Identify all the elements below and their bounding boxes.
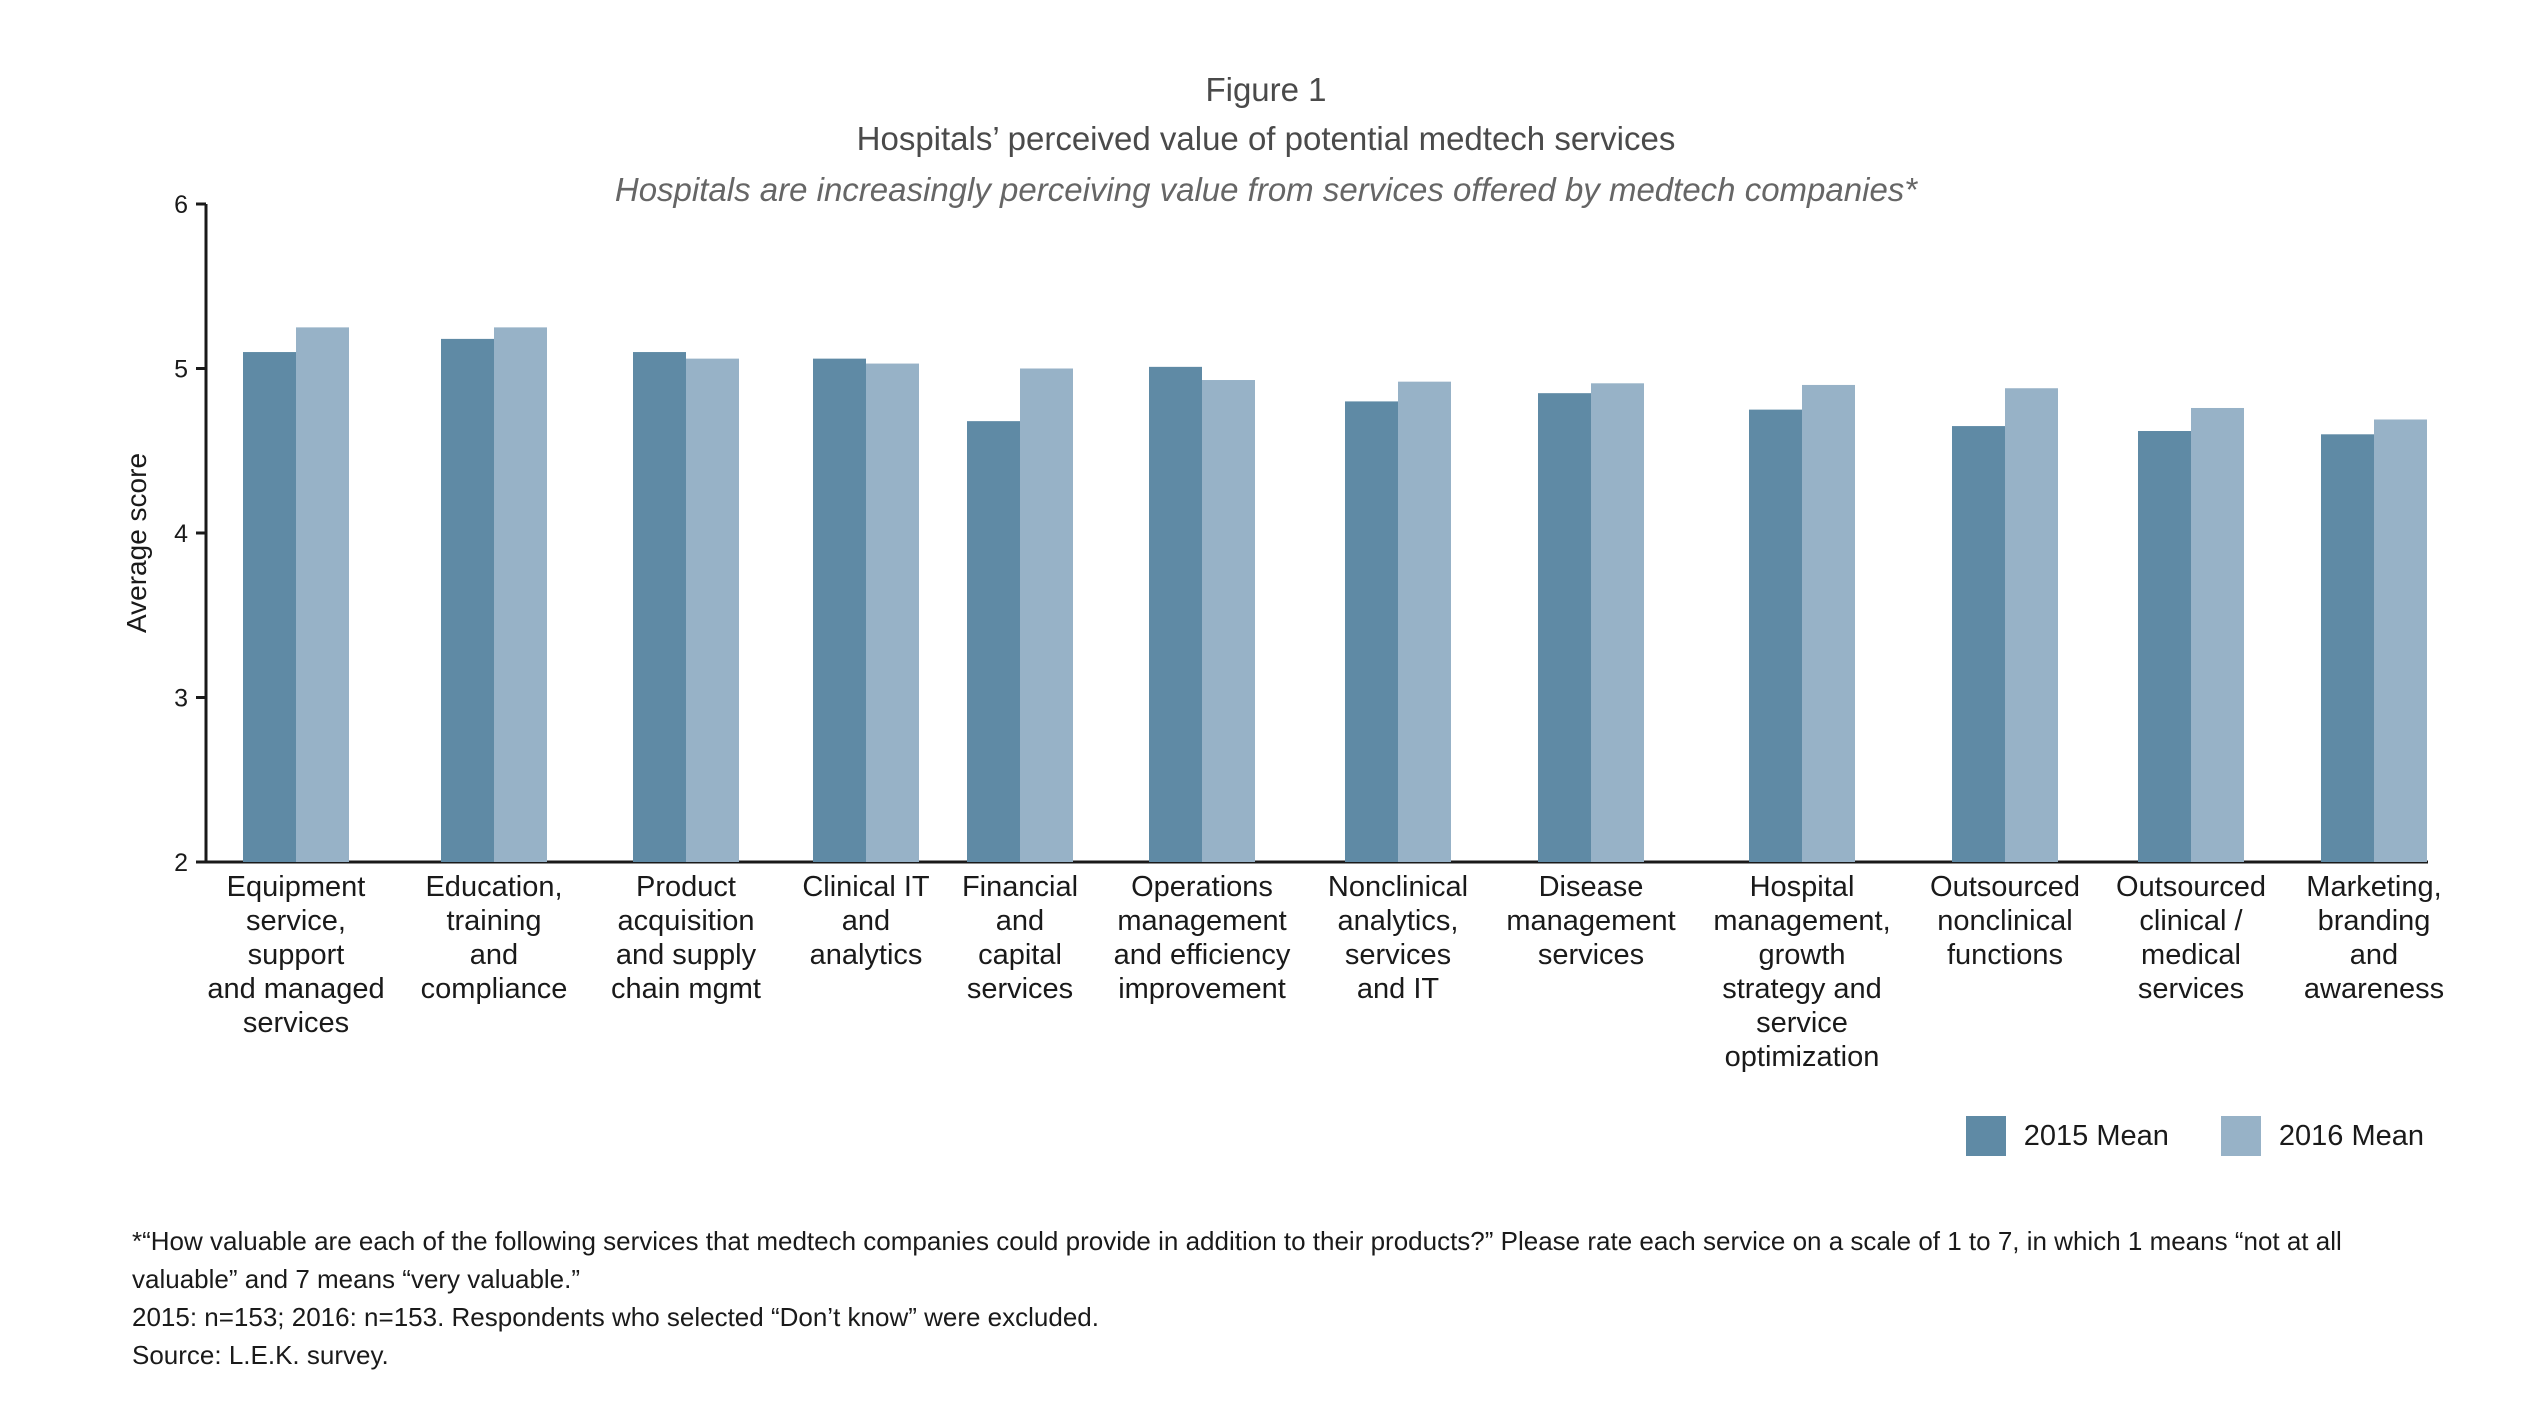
x-category-label: Hospital management, growth strategy and ser… [1713, 871, 1890, 1073]
x-category-label: Clinical IT and analytics [802, 871, 930, 971]
figure-label: Figure 1 [1205, 71, 1327, 108]
bar-2015-5 [967, 421, 1020, 862]
footnote-question: *“How valuable are each of the following… [132, 1226, 2342, 1294]
legend-label-2015: 2015 Mean [2023, 1119, 2169, 1152]
y-tick-label: 6 [174, 191, 188, 219]
footnotes: *“How valuable are each of the following… [132, 1222, 2432, 1374]
legend-label-2016: 2016 Mean [2278, 1119, 2424, 1152]
bar-2015-8 [1538, 393, 1591, 862]
y-axis-title: Average score [121, 453, 152, 633]
bar-2016-6 [1202, 380, 1255, 862]
bar-2016-4 [866, 363, 919, 862]
bar-2015-6 [1149, 366, 1202, 862]
chart-subtitle: Hospitals are increasingly perceiving va… [614, 171, 1918, 208]
bar-2015-1 [243, 352, 296, 862]
bar-2016-10 [2005, 388, 2058, 862]
bar-2015-7 [1345, 401, 1398, 862]
legend-swatch-2016 [2220, 1116, 2261, 1156]
x-category-label: Equipment service, support and managed servi… [207, 871, 384, 1039]
x-category-label: Outsourced clinical / medical services [2116, 871, 2266, 1005]
bar-2015-3 [633, 352, 686, 862]
legend-item-2015: 2015 Mean [1965, 1116, 2169, 1156]
bar-2016-7 [1398, 381, 1451, 862]
y-tick-label: 2 [174, 849, 188, 877]
bar-2016-5 [1020, 368, 1073, 862]
legend-item-2016: 2016 Mean [2220, 1116, 2424, 1156]
bar-2016-9 [1802, 384, 1855, 862]
chart-title: Hospitals’ perceived value of potential … [856, 120, 1676, 157]
x-category-label: Education, training and compliance [421, 871, 568, 1005]
x-category-label: Disease management services [1506, 871, 1675, 971]
bar-2015-11 [2138, 431, 2191, 862]
bar-2015-10 [1952, 426, 2005, 862]
bar-2015-2 [441, 338, 494, 862]
bar-2016-11 [2191, 407, 2244, 862]
x-category-label: Marketing, branding and awareness [2304, 871, 2444, 1005]
y-tick-label: 4 [174, 520, 188, 548]
legend-swatch-2015 [1965, 1116, 2006, 1156]
x-category-label: Nonclinical analytics, services and IT [1328, 871, 1468, 1005]
x-category-label: Product acquisition and supply chain mgmt [611, 871, 761, 1005]
bar-2016-12 [2374, 419, 2427, 862]
y-tick-label: 3 [174, 685, 188, 713]
x-category-label: Operations management and efficiency improv… [1114, 871, 1291, 1005]
bar-2016-8 [1591, 383, 1644, 862]
chart-legend: 2015 Mean 2016 Mean [1914, 1116, 2424, 1156]
x-category-label: Financial and capital services [962, 871, 1078, 1005]
bar-2015-9 [1749, 409, 1802, 862]
bar-2015-12 [2321, 434, 2374, 862]
x-category-label: Outsourced nonclinical functions [1930, 871, 2080, 971]
bar-2016-1 [296, 327, 349, 862]
chart-header: Figure 1 Hospitals’ perceived value of p… [0, 66, 2532, 216]
y-tick-label: 5 [174, 356, 188, 384]
footnote-source: Source: L.E.K. survey. [132, 1340, 389, 1370]
bar-2015-4 [813, 358, 866, 862]
bar-2016-3 [686, 358, 739, 862]
footnote-sample: 2015: n=153; 2016: n=153. Respondents wh… [132, 1302, 1099, 1332]
bar-2016-2 [494, 327, 547, 862]
